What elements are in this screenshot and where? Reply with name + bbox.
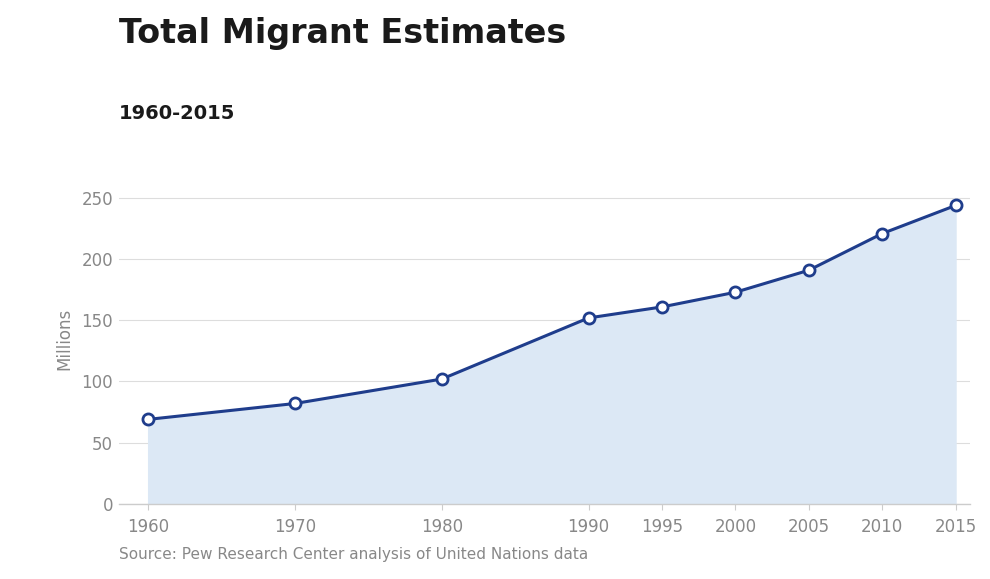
Text: 1960-2015: 1960-2015 [119,104,236,123]
Y-axis label: Millions: Millions [55,307,73,370]
Text: Total Migrant Estimates: Total Migrant Estimates [119,17,566,50]
Text: Source: Pew Research Center analysis of United Nations data: Source: Pew Research Center analysis of … [119,547,588,562]
